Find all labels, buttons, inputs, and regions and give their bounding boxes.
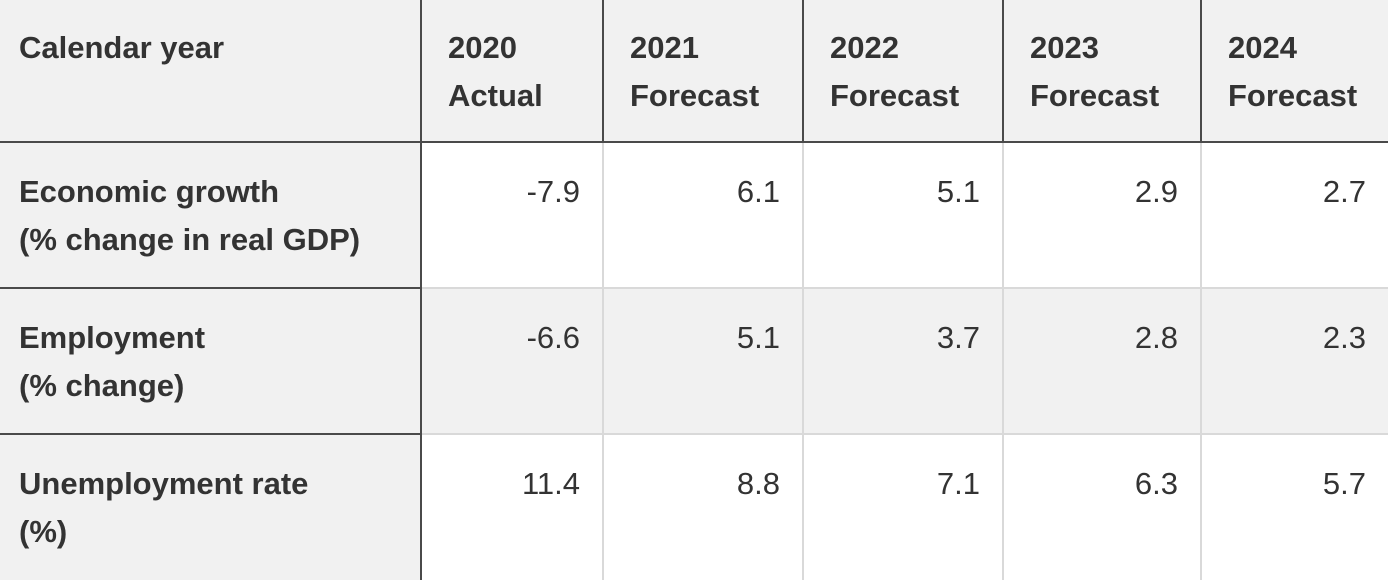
table-cell: 8.8 xyxy=(602,434,803,580)
table-cell: 3.7 xyxy=(802,288,1003,435)
header-2020-actual: 2020 Actual xyxy=(420,0,603,143)
table-cell: 5.1 xyxy=(602,288,803,435)
table-row-economic-growth: Economic growth (% change in real GDP) -7… xyxy=(0,142,1388,289)
table-body: Economic growth (% change in real GDP) -7… xyxy=(0,142,1388,580)
table-cell: 5.1 xyxy=(802,142,1003,289)
table-cell: 2.3 xyxy=(1200,288,1388,435)
row-label: Unemployment rate (%) xyxy=(0,434,422,580)
table-cell: 2.7 xyxy=(1200,142,1388,289)
table-cell: 6.1 xyxy=(602,142,803,289)
table-cell: 5.7 xyxy=(1200,434,1388,580)
table-row-employment: Employment (% change) -6.6 5.1 3.7 2.8 2.… xyxy=(0,288,1388,435)
row-label: Economic growth (% change in real GDP) xyxy=(0,142,422,289)
header-2021-forecast: 2021 Forecast xyxy=(602,0,803,143)
header-2024-forecast: 2024 Forecast xyxy=(1200,0,1388,143)
table-cell: 7.1 xyxy=(802,434,1003,580)
table-cell: 2.9 xyxy=(1002,142,1201,289)
table-cell: -6.6 xyxy=(421,288,603,435)
table-header: Calendar year 2020 Actual 2021 Forecast 20… xyxy=(0,0,1388,143)
table-row-unemployment-rate: Unemployment rate (%) 11.4 8.8 7.1 6.3 5.… xyxy=(0,434,1388,580)
header-2022-forecast: 2022 Forecast xyxy=(802,0,1003,143)
table-cell: 6.3 xyxy=(1002,434,1201,580)
row-label: Employment (% change) xyxy=(0,288,422,435)
header-2023-forecast: 2023 Forecast xyxy=(1002,0,1201,143)
table-cell: -7.9 xyxy=(421,142,603,289)
header-row: Calendar year 2020 Actual 2021 Forecast 20… xyxy=(0,0,1388,143)
table-cell: 2.8 xyxy=(1002,288,1201,435)
header-calendar-year: Calendar year xyxy=(0,0,421,143)
table-cell: 11.4 xyxy=(421,434,603,580)
